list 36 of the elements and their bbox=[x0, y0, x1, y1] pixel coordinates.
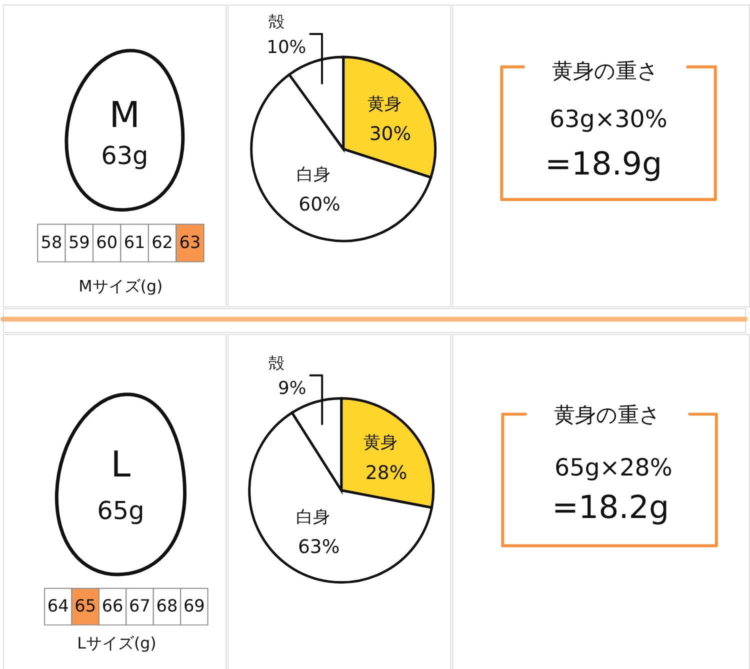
x-axis-title: Mサイズ(g) bbox=[78, 276, 163, 296]
text: 63g×30% bbox=[550, 105, 668, 134]
text: 黄身の重さ bbox=[552, 58, 660, 83]
x-axis-title: Lサイズ(g) bbox=[77, 634, 156, 653]
data-label: 60% bbox=[298, 194, 340, 216]
data-label: 28% bbox=[365, 462, 408, 484]
data-label: 10% bbox=[266, 36, 306, 58]
x-tick-label: 67 bbox=[129, 596, 150, 616]
x-tick-label: 66 bbox=[102, 596, 124, 616]
x-tick-label: 62 bbox=[152, 232, 173, 252]
slice-label: 殻 bbox=[268, 353, 285, 372]
data-label: 63% bbox=[298, 537, 340, 558]
x-tick-label: 64 bbox=[47, 596, 69, 616]
x-tick-label: 69 bbox=[183, 596, 205, 616]
text: =18.2g bbox=[552, 490, 670, 526]
chart-title: L bbox=[110, 444, 131, 486]
chart-subtitle: 63g bbox=[101, 140, 148, 170]
x-tick-label: 58 bbox=[40, 232, 62, 252]
slice-label: 殻 bbox=[268, 12, 284, 32]
x-tick-label: 60 bbox=[96, 232, 118, 252]
data-label: 30% bbox=[369, 124, 412, 146]
slice-label: 白身 bbox=[296, 164, 331, 184]
x-tick-label: 59 bbox=[68, 232, 90, 252]
slice-label: 白身 bbox=[296, 506, 330, 526]
text: 65g×28% bbox=[554, 454, 672, 482]
chart-title: M bbox=[109, 95, 140, 136]
x-tick-label: 63 bbox=[179, 232, 201, 252]
slice-label: 黄身 bbox=[367, 93, 402, 114]
x-tick-label: 61 bbox=[124, 232, 146, 252]
x-tick-label: 68 bbox=[156, 596, 178, 616]
x-tick-label: 65 bbox=[74, 596, 96, 616]
chart-subtitle: 65g bbox=[97, 496, 144, 526]
text: 黄身の重さ bbox=[554, 403, 662, 428]
data-label: 9% bbox=[278, 378, 306, 400]
slice-label: 黄身 bbox=[363, 432, 398, 452]
text: =18.9g bbox=[545, 146, 662, 183]
